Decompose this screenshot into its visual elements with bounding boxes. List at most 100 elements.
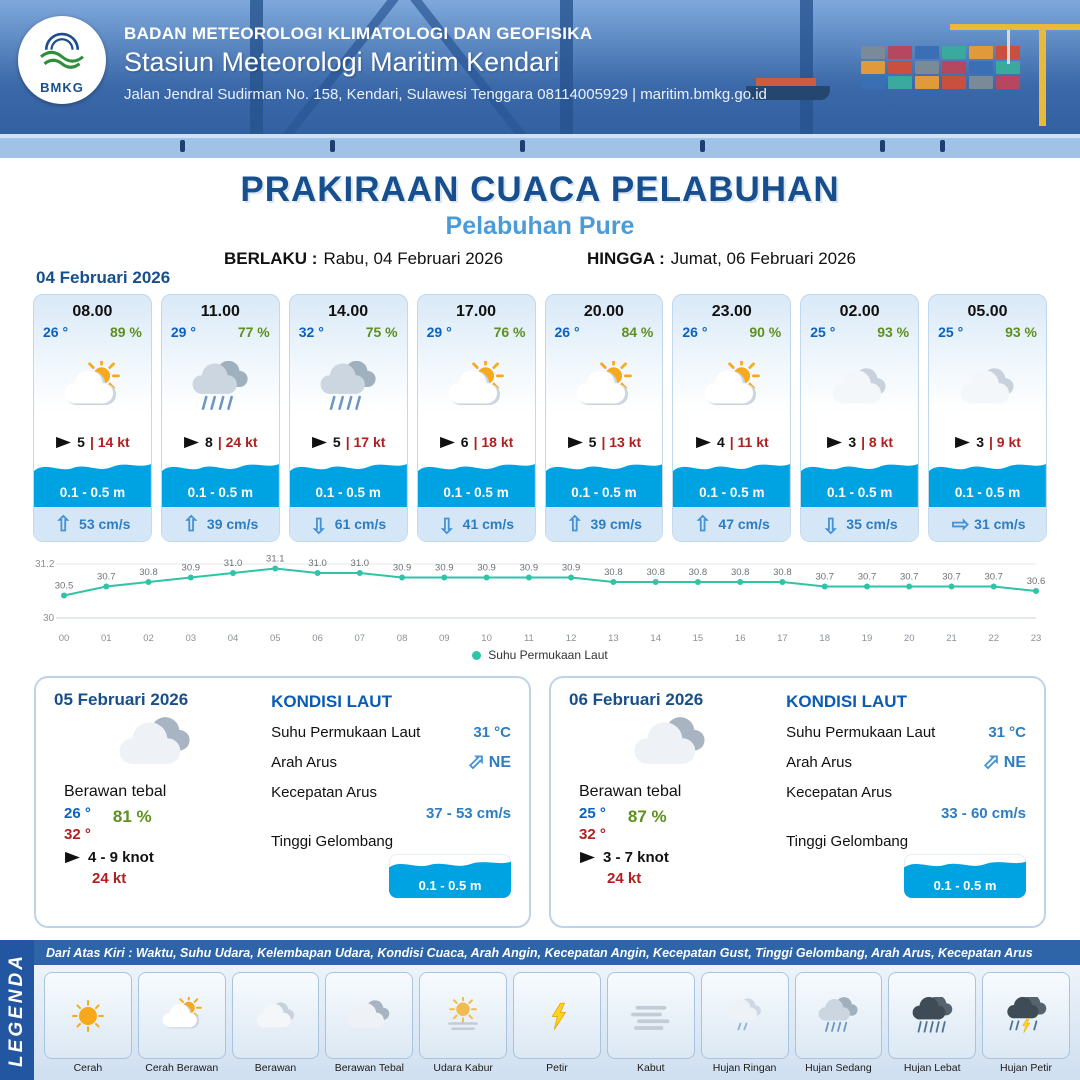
card-time: 02.00 — [839, 303, 880, 320]
card-wind-row: 5 | 17 kt — [290, 434, 407, 455]
current-speed-value: 33 - 60 cm/s — [940, 805, 1026, 822]
sst-label: Suhu Permukaan Laut — [271, 724, 421, 741]
wind-flag-icon — [826, 436, 843, 449]
legend-icon-cerah-berawan — [137, 972, 226, 1059]
day-date: 05 Februari 2026 — [54, 690, 189, 709]
weather-icon-berawan — [801, 340, 918, 434]
sst-line-chart: 31.2 30 30.5 00 30.7 01 30.8 02 30.9 03 31.0 04 31.1… — [35, 554, 1045, 645]
wave-height-value: 0.1 - 0.5 m — [933, 878, 997, 893]
person-silhouette — [880, 140, 885, 152]
card-wind-row: 8 | 24 kt — [162, 434, 279, 455]
container-box — [942, 76, 966, 89]
day-condition: Berawan tebal — [64, 783, 167, 800]
legend-footer: LEGENDA Dari Atas Kiri : Waktu, Suhu Uda… — [0, 940, 1080, 1080]
legend-icon-hujan-ringan — [700, 972, 789, 1059]
card-temperature: 29 ° — [170, 324, 196, 340]
card-current-speed: 31 cm/s — [974, 516, 1026, 532]
svg-text:00: 00 — [59, 633, 70, 644]
wave-height-label: Tinggi Gelombang — [271, 833, 394, 850]
wind-flag-icon — [695, 436, 712, 449]
bmkg-logo-symbol — [40, 32, 84, 69]
svg-text:23: 23 — [1031, 633, 1042, 644]
wind-flag-icon — [55, 436, 72, 449]
container-box — [888, 76, 912, 89]
legend-item: Hujan Ringan — [700, 972, 789, 1076]
container-box — [888, 46, 912, 59]
daily-summary-row: 05 Februari 2026 Berawan tebal 26 ° 32 °… — [0, 664, 1080, 928]
wave-height-band: 0.1 - 0.5 m — [417, 455, 535, 507]
wave-height-band: 0.1 - 0.5 m — [929, 455, 1046, 507]
legend-label: Kabut — [637, 1062, 665, 1074]
day-humidity: 81 % — [112, 807, 152, 826]
legend-icon-hujan-petir — [982, 972, 1070, 1059]
card-wave-height: 0.1 - 0.5 m — [59, 485, 126, 500]
card-gust: | 18 kt — [473, 434, 514, 450]
svg-text:30.9: 30.9 — [182, 563, 201, 574]
card-current-speed: 39 cm/s — [590, 516, 642, 532]
card-time: 20.00 — [583, 303, 624, 320]
wind-flag-icon — [311, 436, 328, 449]
card-time: 08.00 — [72, 303, 113, 320]
svg-text:30.7: 30.7 — [984, 572, 1003, 583]
current-direction-up-icon: ⇧ — [182, 512, 200, 536]
card-wind-speed: 6 — [460, 434, 469, 450]
forecast-card: 23.00 26 ° 90 % 4 | 11 kt 0.1 - 0.5 m ⇧ … — [672, 294, 792, 542]
wind-flag-icon — [579, 851, 596, 864]
window-frame — [250, 0, 263, 158]
current-direction-label: Arah Arus — [271, 754, 337, 771]
card-humidity: 76 % — [493, 324, 526, 340]
chart-legend: Suhu Permukaan Laut — [34, 646, 1046, 664]
forecast-card: 14.00 32 ° 75 % 5 | 17 kt 0.1 - 0.5 m ⇧ … — [288, 294, 408, 542]
legend-item: Hujan Sedang — [794, 972, 883, 1076]
weather-icon-berawan — [929, 340, 1046, 434]
svg-text:30.9: 30.9 — [477, 563, 496, 574]
legend-item: Berawan — [231, 972, 320, 1076]
container-box — [861, 46, 885, 59]
svg-text:21: 21 — [946, 633, 957, 644]
wave-height-graphic: 0.1 - 0.5 m — [389, 854, 511, 898]
wave-height-band: 0.1 - 0.5 m — [161, 455, 279, 507]
wave-height-band: 0.1 - 0.5 m — [34, 455, 151, 507]
person-silhouette — [330, 140, 335, 152]
day-condition: Berawan tebal — [579, 783, 682, 800]
card-wind-speed: 3 — [848, 434, 857, 450]
svg-text:03: 03 — [186, 633, 197, 644]
card-temperature: 26 ° — [43, 324, 69, 340]
day-humidity: 87 % — [627, 807, 667, 826]
card-wind-speed: 5 — [332, 434, 341, 450]
sea-conditions-title: KONDISI LAUT — [271, 692, 392, 711]
wind-flag-icon — [183, 436, 200, 449]
card-time: 11.00 — [200, 303, 240, 320]
svg-text:30.9: 30.9 — [520, 563, 539, 574]
legend-label: Petir — [546, 1062, 568, 1074]
svg-text:10: 10 — [481, 633, 492, 644]
card-wind-row: 6 | 18 kt — [418, 434, 535, 455]
day-gust: 24 kt — [607, 870, 642, 887]
card-wind-row: 3 | 8 kt — [801, 434, 918, 455]
svg-text:12: 12 — [566, 633, 577, 644]
hourly-forecast-row: 08.00 26 ° 89 % 5 | 14 kt 0.1 - 0.5 m ⇧ … — [0, 292, 1080, 542]
day-wind-range: 4 - 9 knot — [88, 849, 154, 866]
title-block: PRAKIRAAN CUACA PELABUHAN Pelabuhan Pure… — [0, 158, 1080, 268]
legend-icon-hujan-lebat — [888, 972, 977, 1059]
port-name: Pelabuhan Pure — [445, 212, 635, 240]
current-direction-up-icon: ⇧ — [693, 512, 712, 536]
svg-text:20: 20 — [904, 633, 915, 644]
legend-icon-berawan-tebal — [325, 972, 414, 1059]
wave-height-label: Tinggi Gelombang — [786, 833, 909, 850]
current-direction-ne-icon: ⇧ — [976, 748, 1006, 777]
card-humidity: 93 % — [1005, 324, 1037, 340]
weather-icon-hujan-sedang — [162, 340, 279, 434]
svg-text:22: 22 — [988, 633, 999, 644]
card-wave-height: 0.1 - 0.5 m — [954, 485, 1021, 500]
svg-text:30.7: 30.7 — [900, 572, 919, 583]
legend-icon-berawan — [231, 972, 320, 1059]
legend-icon-hujan-sedang — [794, 972, 883, 1059]
card-current-row: ⇧ 31 cm/s — [929, 507, 1046, 541]
legend-item: Cerah Berawan — [137, 972, 226, 1076]
sst-chart: 31.2 30 30.5 00 30.7 01 30.8 02 30.9 03 31.0 04 31.1… — [0, 542, 1080, 664]
svg-text:16: 16 — [735, 633, 746, 644]
current-direction-value: NE — [1003, 753, 1026, 771]
legend-sidebar: LEGENDA — [0, 940, 34, 1080]
